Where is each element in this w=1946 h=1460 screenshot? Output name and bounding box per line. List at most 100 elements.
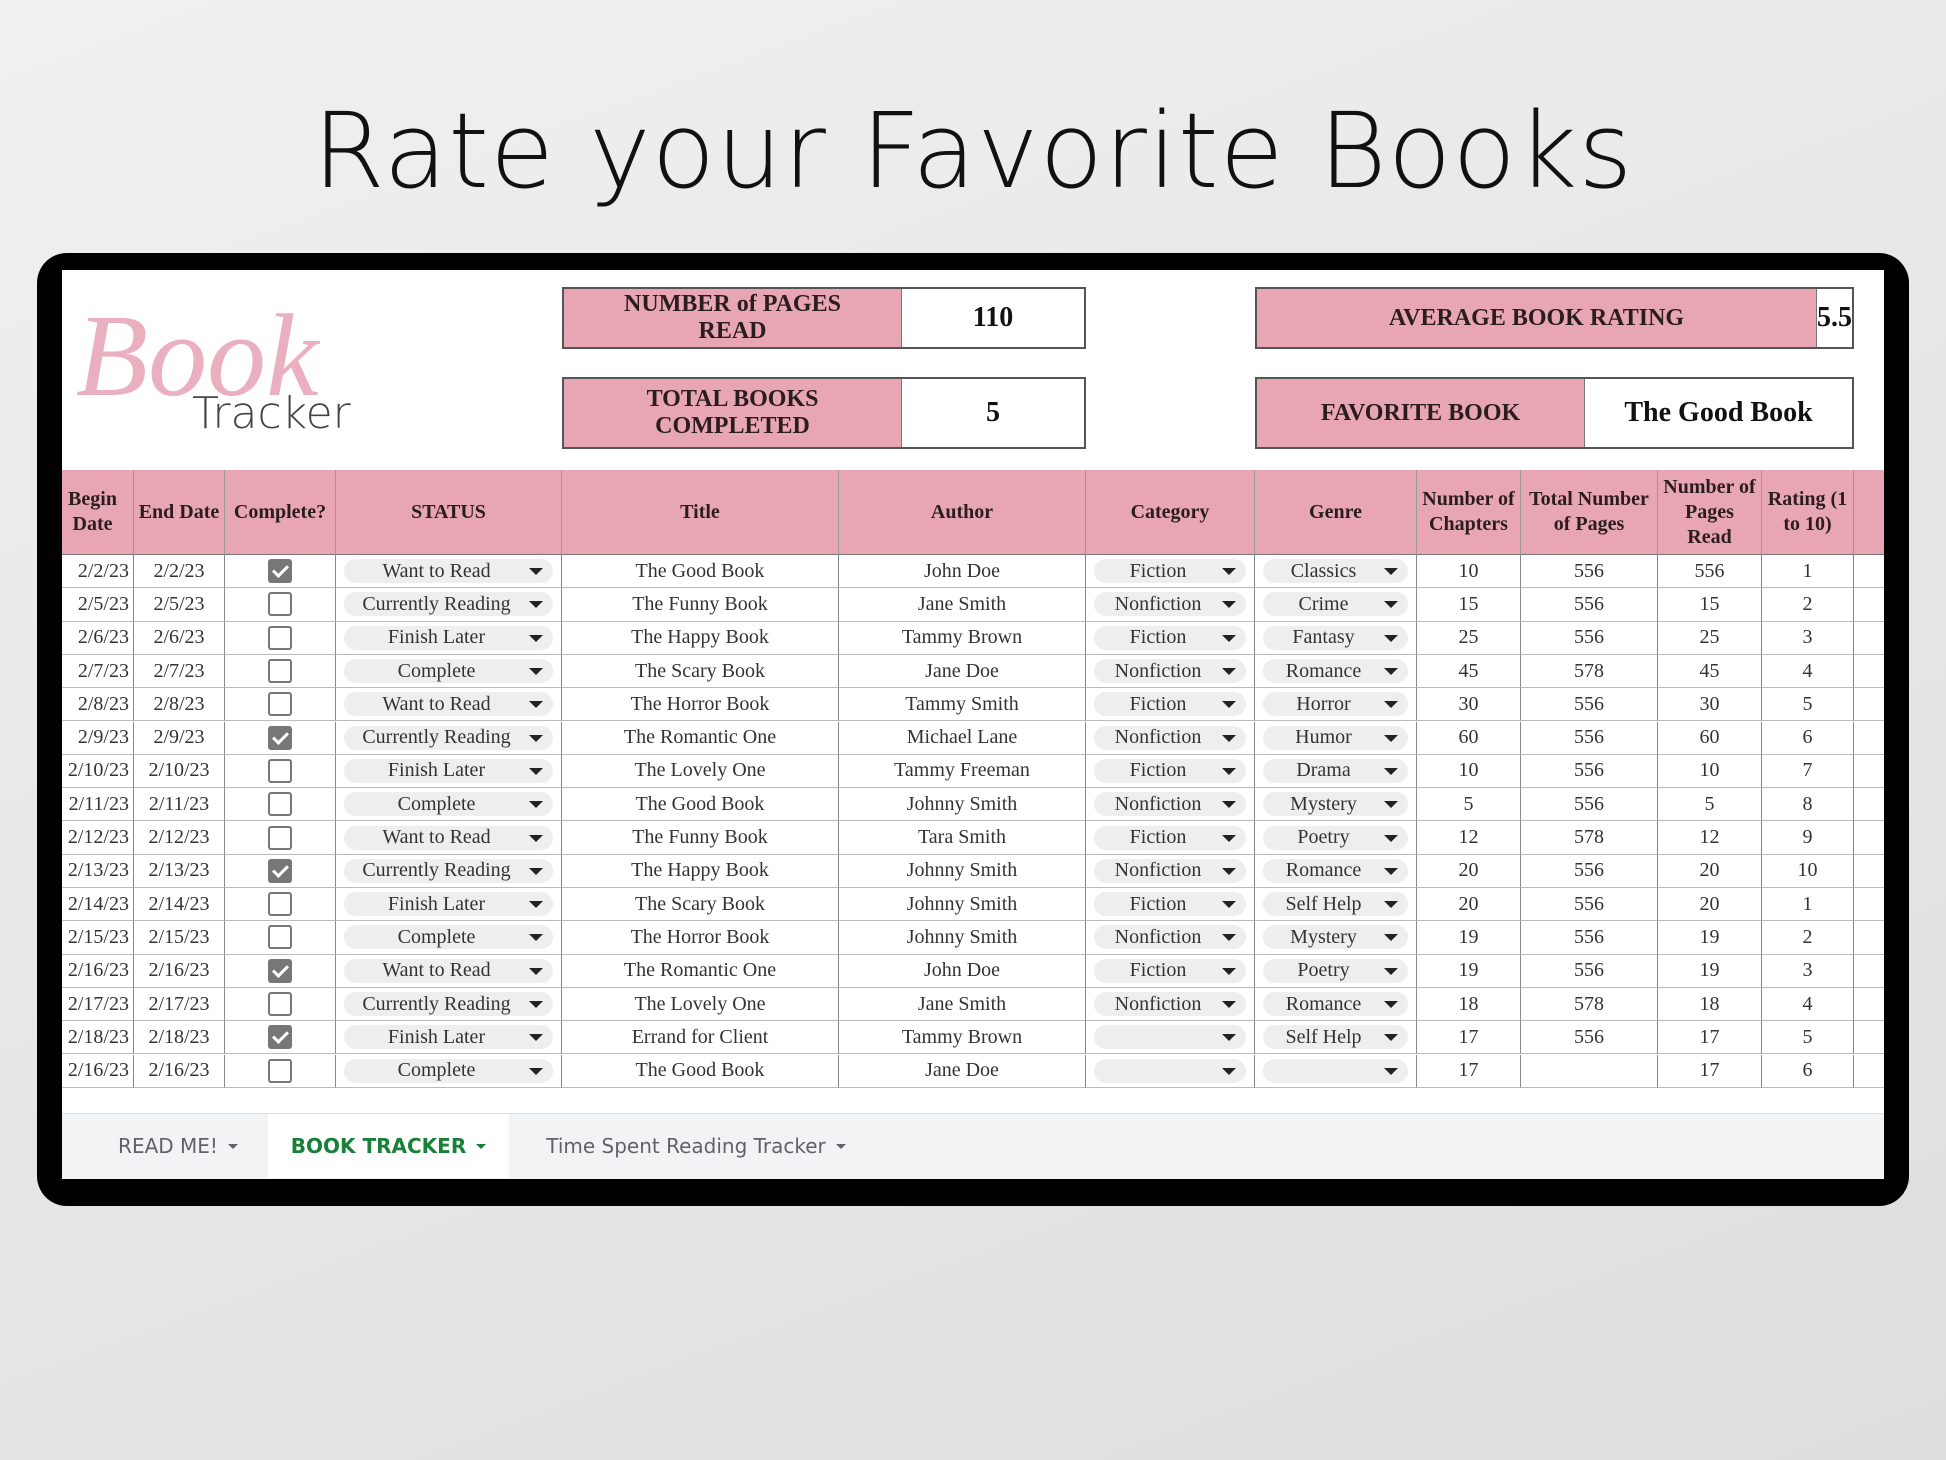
dropdown[interactable]: Fiction [1094,625,1246,650]
sheet-tab[interactable]: Time Spent Reading Tracker [512,1114,880,1178]
dropdown[interactable]: Mystery [1263,925,1408,950]
cell [1854,655,1884,689]
cell: 2/5/23 [134,588,225,622]
dropdown[interactable]: Fiction [1094,825,1246,850]
cell: The Lovely One [562,754,839,789]
checkbox[interactable] [268,725,292,750]
dropdown[interactable]: Complete [344,792,553,817]
dropdown[interactable] [1094,1058,1246,1083]
dropdown[interactable]: Humor [1263,725,1408,750]
dropdown[interactable]: Complete [344,1058,553,1083]
dropdown[interactable]: Nonfiction [1094,659,1246,684]
checkbox[interactable] [268,958,292,983]
column-header: Rating (1 to 10) [1762,470,1854,555]
dropdown[interactable]: Nonfiction [1094,725,1246,750]
dropdown[interactable]: Nonfiction [1094,792,1246,817]
cell: 4 [1762,987,1854,1022]
checkbox[interactable] [268,1025,292,1050]
dropdown[interactable]: Fiction [1094,892,1246,917]
dropdown[interactable]: Romance [1263,659,1408,684]
cell [1854,921,1884,955]
cell: 2/18/23 [62,1021,134,1055]
dropdown[interactable]: Finish Later [344,1025,553,1050]
dropdown[interactable]: Romance [1263,992,1408,1017]
cell: 4 [1762,654,1854,689]
cell: The Scary Book [562,888,839,922]
cell: 2/6/23 [134,621,225,655]
cell: Tammy Brown [839,1021,1086,1055]
dropdown[interactable]: Nonfiction [1094,925,1246,950]
dropdown-cell: Self Help [1255,888,1417,922]
checkbox[interactable] [268,992,292,1017]
dropdown-cell: Want to Read [336,688,562,722]
checkbox[interactable] [268,1058,292,1083]
cell: 2/16/23 [134,954,225,988]
dropdown[interactable]: Crime [1263,592,1408,617]
dropdown[interactable]: Horror [1263,692,1408,717]
checkbox[interactable] [268,758,292,783]
cell [1521,1054,1658,1088]
dropdown[interactable]: Poetry [1263,825,1408,850]
dropdown[interactable]: Want to Read [344,692,553,717]
dropdown[interactable] [1094,1025,1246,1050]
checkbox[interactable] [268,559,292,584]
dropdown[interactable]: Nonfiction [1094,858,1246,883]
cell: 45 [1417,654,1521,689]
cell: 19 [1417,954,1521,988]
cell: 2/2/23 [134,555,225,589]
dropdown[interactable]: Finish Later [344,892,553,917]
column-header: Category [1086,470,1255,555]
dropdown[interactable]: Finish Later [344,758,553,783]
cell [1854,855,1884,888]
cell: 5 [1762,1021,1854,1055]
dropdown[interactable]: Mystery [1263,792,1408,817]
sheet-tab[interactable]: BOOK TRACKER [268,1114,509,1178]
dropdown[interactable]: Nonfiction [1094,592,1246,617]
dropdown[interactable]: Currently Reading [344,992,553,1017]
checkbox[interactable] [268,825,292,850]
checkbox[interactable] [268,625,292,650]
dropdown[interactable]: Self Help [1263,1025,1408,1050]
dropdown[interactable]: Self Help [1263,892,1408,917]
dropdown[interactable]: Currently Reading [344,725,553,750]
dropdown[interactable]: Romance [1263,858,1408,883]
dropdown[interactable]: Finish Later [344,625,553,650]
checkbox[interactable] [268,659,292,684]
cell: 6 [1762,721,1854,755]
checkbox[interactable] [268,592,292,617]
dropdown[interactable] [1263,1058,1408,1083]
cell: 9 [1762,821,1854,855]
cell: Jane Doe [839,1054,1086,1088]
cell: 3 [1762,954,1854,988]
dropdown[interactable]: Want to Read [344,559,553,584]
cell: 556 [1521,788,1658,822]
stat-label: NUMBER of PAGES READ [564,289,902,347]
dropdown[interactable]: Poetry [1263,958,1408,983]
dropdown[interactable]: Fiction [1094,958,1246,983]
checkbox[interactable] [268,925,292,950]
dropdown[interactable]: Complete [344,659,553,684]
dropdown[interactable]: Drama [1263,758,1408,783]
dropdown[interactable]: Complete [344,925,553,950]
sheet-tab[interactable]: READ ME! [89,1114,267,1178]
heading: Rate your Favorite Books [312,90,1634,212]
dropdown[interactable]: Fiction [1094,758,1246,783]
checkbox[interactable] [268,792,292,817]
dropdown[interactable]: Fantasy [1263,625,1408,650]
cell: 15 [1417,588,1521,622]
dropdown[interactable]: Currently Reading [344,592,553,617]
dropdown[interactable]: Fiction [1094,559,1246,584]
cell: 556 [1521,555,1658,589]
dropdown[interactable]: Nonfiction [1094,992,1246,1017]
cell: 2/12/23 [134,821,225,855]
dropdown-cell: Drama [1255,754,1417,789]
dropdown[interactable]: Want to Read [344,825,553,850]
dropdown[interactable]: Classics [1263,559,1408,584]
dropdown[interactable]: Currently Reading [344,858,553,883]
dropdown[interactable]: Want to Read [344,958,553,983]
checkbox[interactable] [268,858,292,883]
checkbox[interactable] [268,892,292,917]
dropdown[interactable]: Fiction [1094,692,1246,717]
checkbox[interactable] [268,692,292,717]
cell: Jane Doe [839,654,1086,689]
